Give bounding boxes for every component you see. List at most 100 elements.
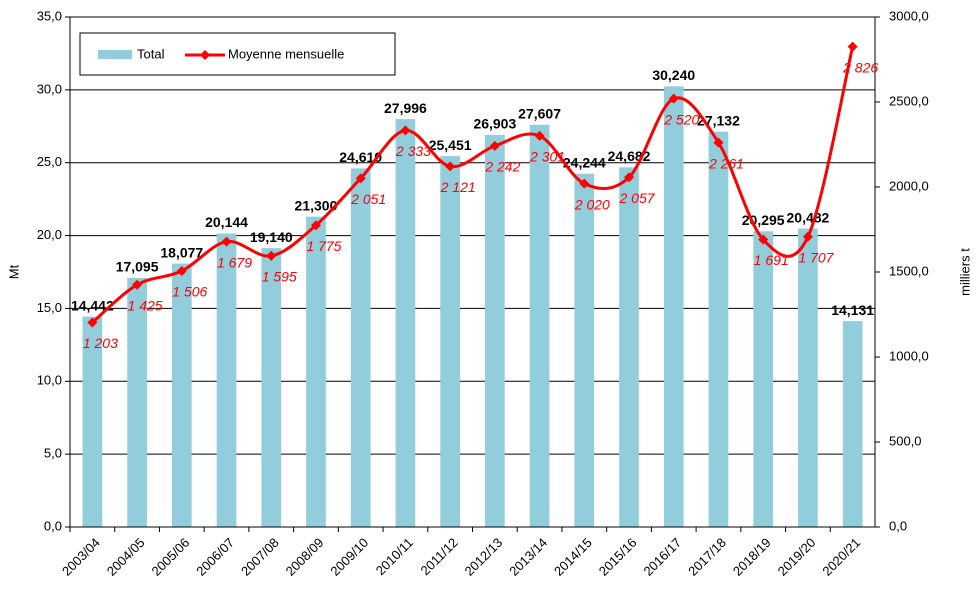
line-marker	[668, 93, 679, 104]
bar	[529, 124, 550, 528]
line-marker	[534, 130, 545, 141]
line-label: 2 333	[395, 143, 431, 159]
bar-label: 27,607	[518, 105, 561, 121]
x-tick-label: 2016/17	[640, 535, 684, 579]
bar	[485, 134, 505, 527]
line-marker	[758, 234, 769, 245]
line-label: 2 051	[350, 191, 386, 207]
y2-tick-label: 2500,0	[889, 93, 929, 108]
x-tick-label: 2004/05	[104, 535, 148, 579]
legend-label: Total	[137, 46, 165, 61]
line-label: 2 121	[440, 179, 476, 195]
bar	[127, 277, 147, 527]
bar-label: 25,451	[429, 137, 472, 153]
bar-label: 19,140	[250, 229, 293, 245]
legend-swatch	[98, 50, 132, 59]
bar-label: 24,610	[339, 149, 382, 165]
y-tick-label: 15,0	[37, 300, 62, 315]
y-tick-label: 25,0	[37, 154, 62, 169]
x-tick-label: 2015/16	[596, 535, 640, 579]
bar-label: 26,903	[473, 116, 516, 132]
bar	[574, 173, 595, 527]
bar	[395, 119, 416, 527]
line-marker	[579, 178, 590, 189]
line-label: 2 057	[619, 190, 656, 206]
bar-label: 14,131	[831, 302, 874, 318]
bar	[350, 168, 371, 527]
x-tick-label: 2013/14	[506, 535, 550, 579]
line-label: 1 679	[217, 254, 252, 270]
line-label: 1 203	[83, 335, 118, 351]
bar	[708, 131, 729, 527]
bar	[261, 248, 282, 528]
line-label: 2 301	[529, 149, 565, 165]
line-marker	[176, 265, 187, 276]
y-tick-label: 35,0	[37, 8, 62, 23]
line-label: 2 826	[842, 59, 878, 75]
bar	[82, 316, 103, 527]
legend-box	[79, 32, 396, 76]
line-label: 2 242	[484, 159, 520, 175]
bar	[171, 263, 192, 527]
line-label: 2 020	[574, 196, 610, 212]
y-tick-label: 20,0	[37, 227, 62, 242]
y2-axis-label: milliers t	[957, 248, 972, 296]
bar	[306, 216, 326, 527]
x-tick-label: 2005/06	[149, 535, 193, 579]
y-axis-label: Mt	[6, 264, 21, 279]
bar	[216, 233, 237, 527]
bar-label: 17,095	[116, 259, 159, 275]
bar-label: 18,077	[160, 244, 203, 260]
line-label: 2 261	[708, 155, 744, 171]
y2-tick-label: 500,0	[889, 433, 922, 448]
bar-label: 24,244	[563, 154, 606, 170]
line-marker	[400, 125, 411, 136]
line-marker	[802, 231, 813, 242]
line-label: 1 775	[306, 238, 341, 254]
line-marker	[266, 250, 277, 261]
y-tick-label: 10,0	[37, 373, 62, 388]
line-marker	[87, 317, 98, 328]
line-marker	[489, 140, 500, 151]
y-tick-label: 30,0	[37, 81, 62, 96]
y2-tick-label: 3000,0	[889, 8, 929, 23]
line-label: 1 506	[172, 284, 207, 300]
x-tick-label: 2003/04	[59, 535, 103, 579]
legend-label: Moyenne mensuelle	[228, 46, 344, 61]
y-tick-label: 5,0	[44, 446, 62, 461]
x-tick-label: 2019/20	[775, 535, 819, 579]
x-tick-label: 2010/11	[373, 535, 416, 578]
y2-tick-label: 0,0	[889, 518, 907, 533]
line-marker	[310, 220, 321, 231]
line-marker	[132, 279, 143, 290]
line-label: 1 595	[262, 269, 297, 285]
line-label: 2 520	[663, 111, 699, 127]
bar	[663, 86, 684, 528]
x-tick-label: 2007/08	[238, 535, 282, 579]
y2-tick-label: 2000,0	[889, 178, 929, 193]
bar	[753, 231, 774, 527]
bar-label: 20,144	[205, 214, 248, 230]
x-tick-label: 2017/18	[685, 535, 729, 579]
line-marker	[355, 173, 366, 184]
x-tick-label: 2006/07	[193, 535, 237, 579]
y2-tick-label: 1000,0	[889, 348, 929, 363]
line-label: 1 425	[128, 297, 163, 313]
line-marker	[713, 137, 724, 148]
line-label: 1 707	[798, 250, 834, 266]
bar-label: 21,300	[295, 197, 338, 213]
bar-label: 27,996	[384, 100, 427, 116]
line-label: 1 691	[754, 252, 789, 268]
x-tick-label: 2009/10	[327, 535, 371, 579]
bar	[619, 167, 639, 527]
x-tick-label: 2008/09	[283, 535, 327, 579]
y-tick-label: 0,0	[44, 518, 62, 533]
line-marker	[445, 161, 456, 172]
line-marker	[221, 236, 232, 247]
y2-tick-label: 1500,0	[889, 263, 929, 278]
bar-label: 14,442	[71, 297, 114, 313]
bar-label: 20,482	[787, 209, 830, 225]
bar	[440, 156, 460, 527]
bar-label: 30,240	[652, 67, 695, 83]
